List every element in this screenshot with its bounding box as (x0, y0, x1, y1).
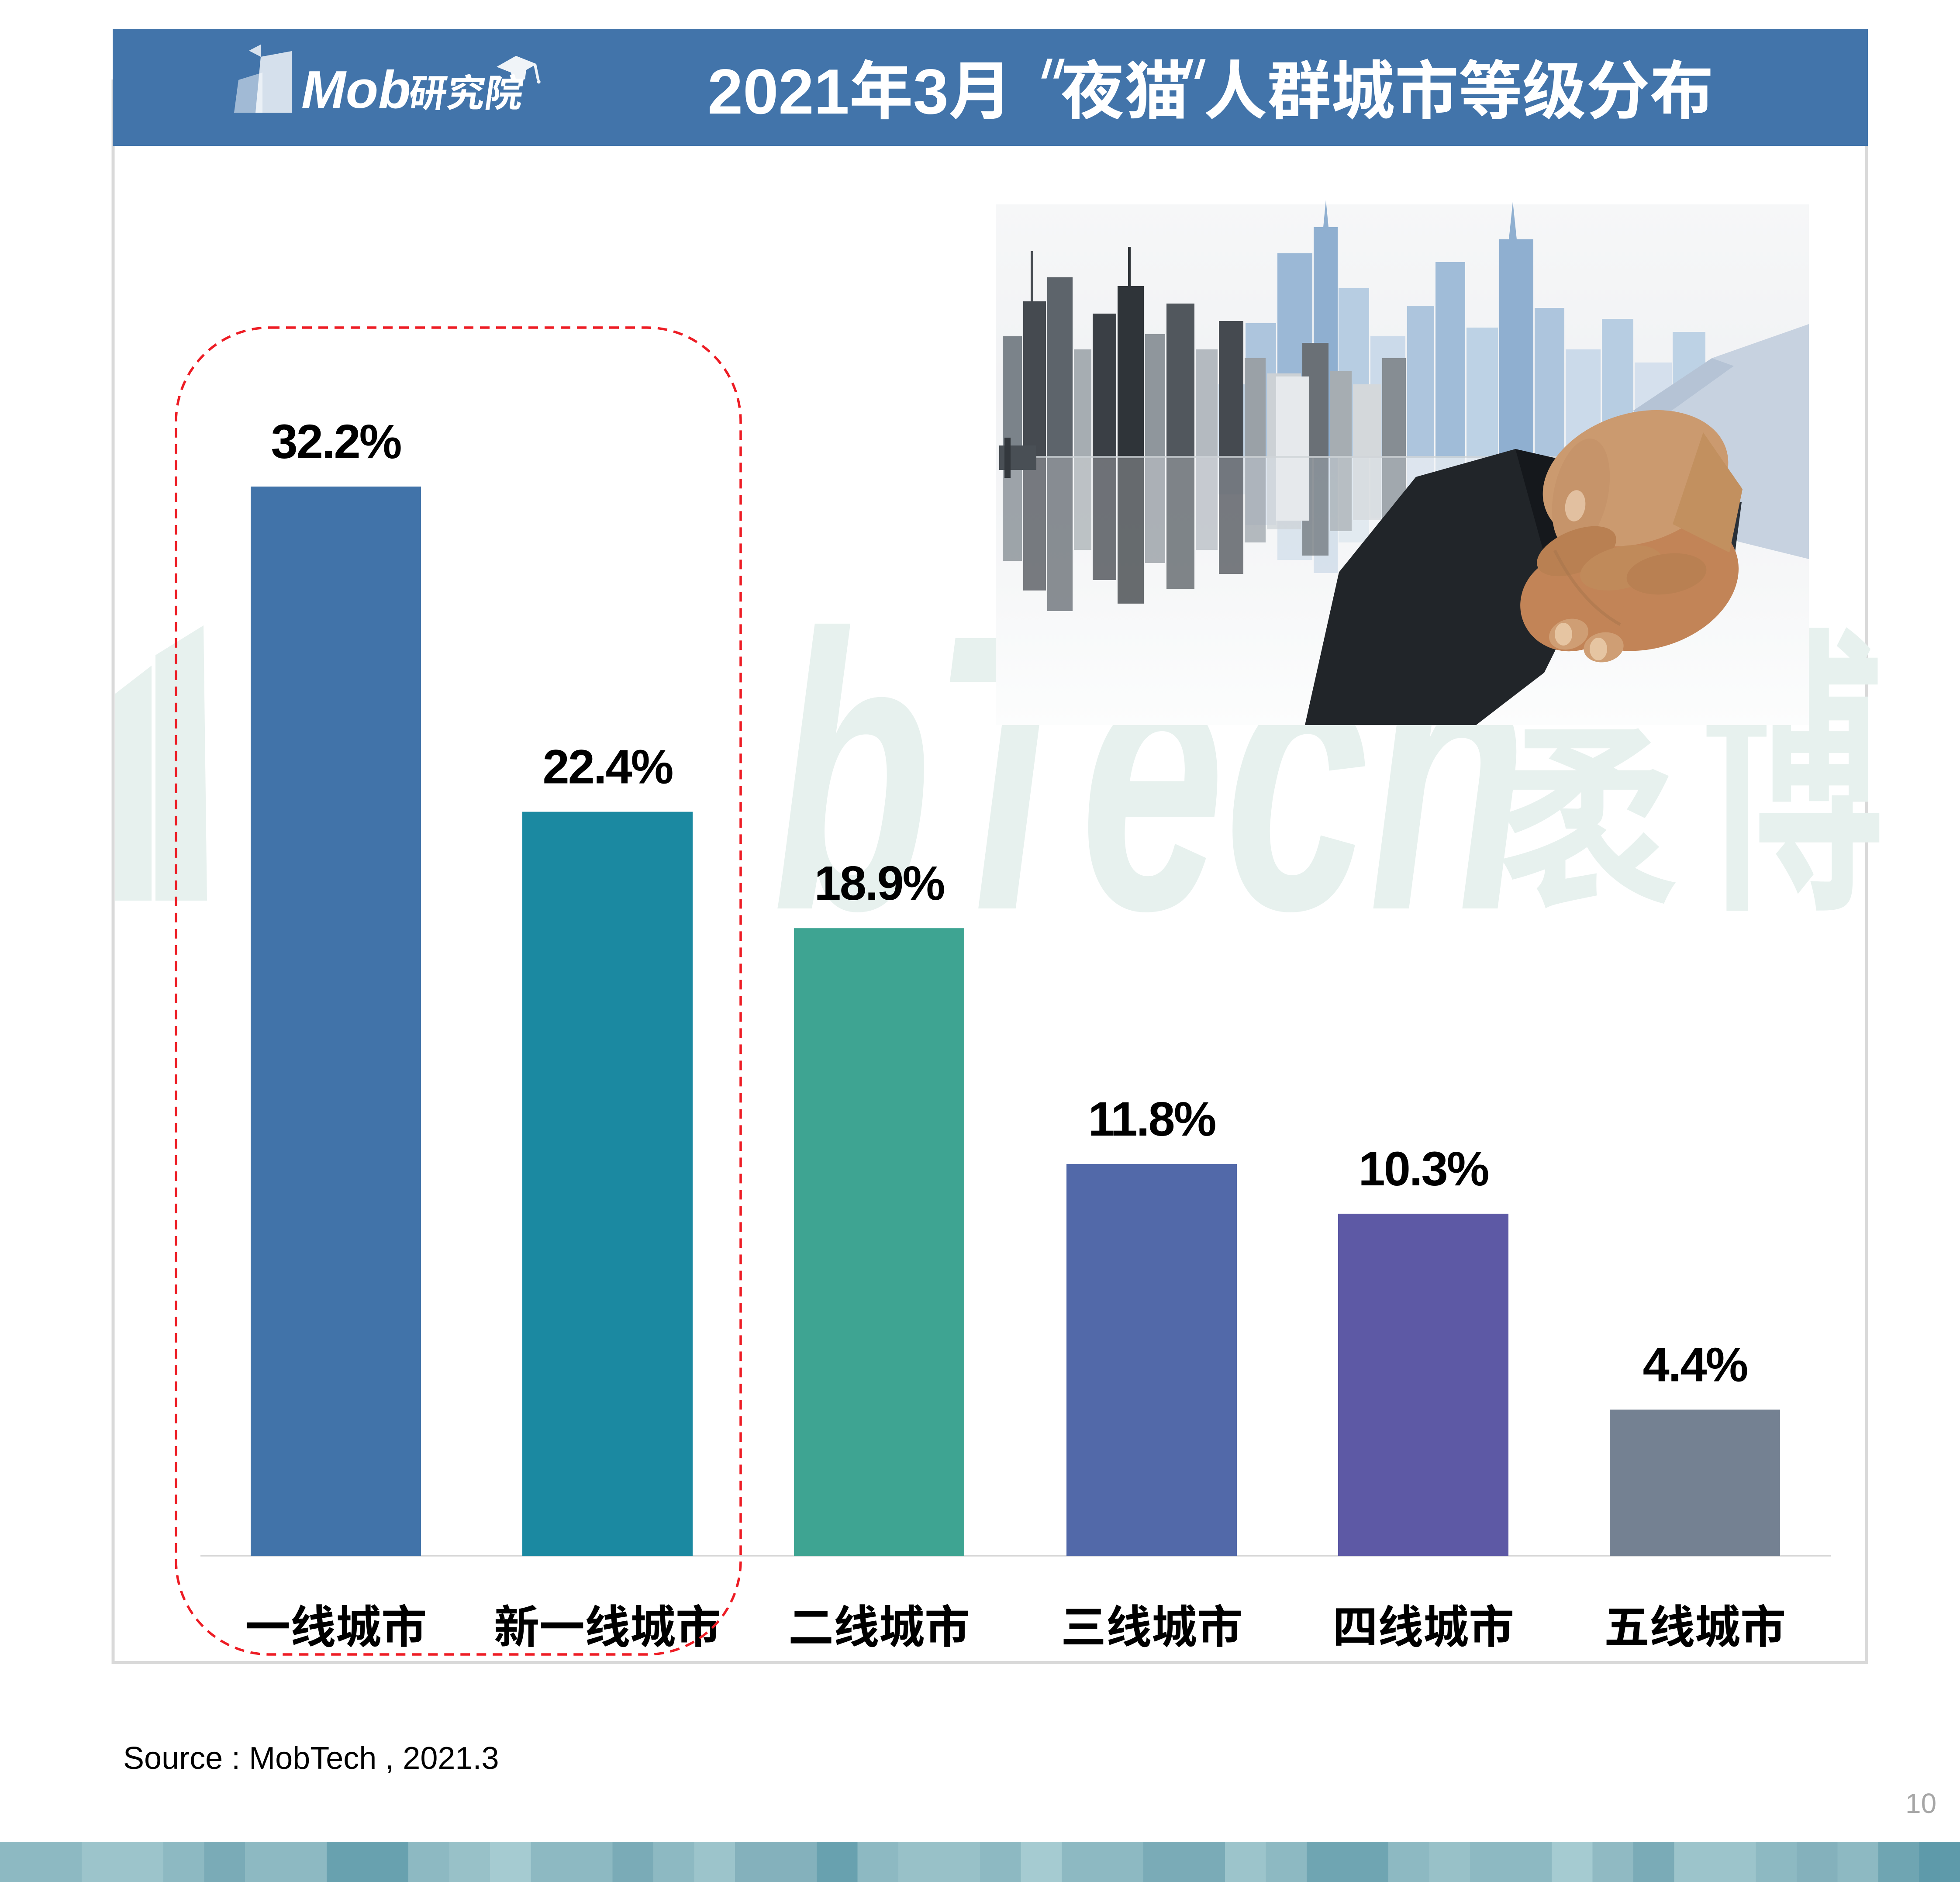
svg-text:3: 3 (913, 56, 949, 127)
svg-text:Source : MobTech , 2021.3: Source : MobTech , 2021.3 (123, 1741, 499, 1776)
svg-text:10.3%: 10.3% (1359, 1142, 1488, 1196)
svg-text:18.9%: 18.9% (814, 856, 944, 910)
svg-text:2021: 2021 (707, 56, 849, 127)
svg-text:22.4%: 22.4% (543, 740, 673, 794)
svg-text:32.2%: 32.2% (271, 415, 401, 469)
svg-text:4.4%: 4.4% (1643, 1338, 1747, 1392)
svg-text:10: 10 (1905, 1788, 1936, 1819)
svg-text:11.8%: 11.8% (1088, 1092, 1215, 1146)
svg-text:Mob: Mob (301, 60, 411, 119)
